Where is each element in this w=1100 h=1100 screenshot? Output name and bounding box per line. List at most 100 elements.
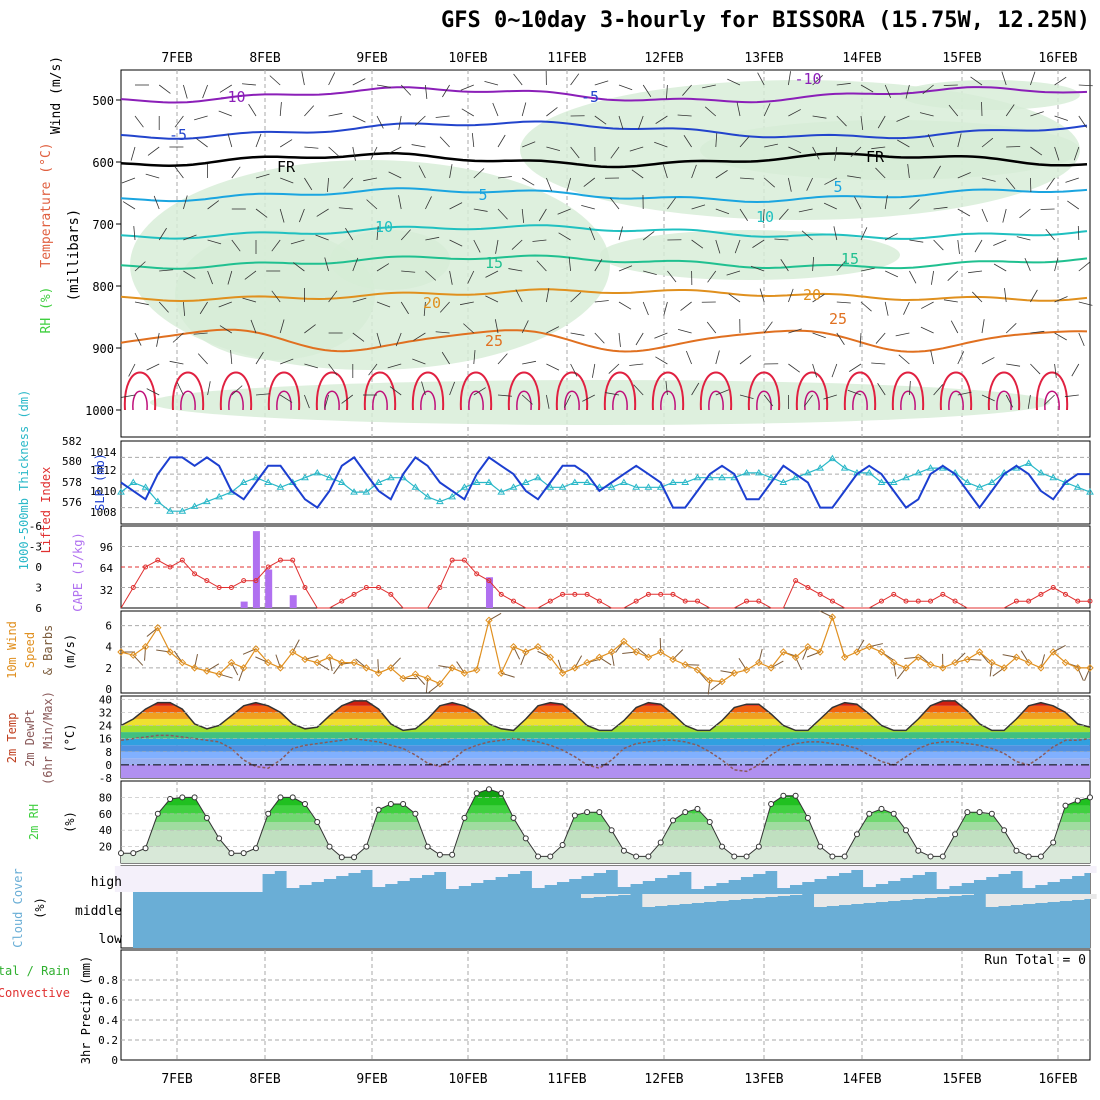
wind-barb xyxy=(788,288,794,303)
thickness-label: 1000-500mb Thickness (dm) xyxy=(17,390,31,571)
li-point xyxy=(805,585,811,590)
thickness-point xyxy=(828,454,837,462)
isotherm-30-loop xyxy=(363,371,397,411)
cape-tick: 96 xyxy=(100,541,113,554)
cloud-gap-high xyxy=(654,866,668,878)
cloud-gap-high xyxy=(114,866,128,892)
wind-barb xyxy=(757,72,765,86)
cloud-gap-middle xyxy=(764,894,778,897)
wind-barb xyxy=(618,332,621,347)
wind-barb xyxy=(854,196,862,210)
li-point xyxy=(449,557,455,563)
thickness-point xyxy=(669,478,677,485)
cloud-gap-middle xyxy=(789,894,803,895)
wind-barb xyxy=(176,382,184,396)
wind-speed-point xyxy=(190,664,199,672)
thickness-point xyxy=(301,473,309,481)
rh-point xyxy=(903,827,910,834)
wind-barb xyxy=(594,80,609,86)
wind-barb xyxy=(1078,332,1085,347)
cloud-gap-middle xyxy=(1071,894,1085,900)
wind-barb xyxy=(847,389,862,396)
thickness-point xyxy=(693,473,702,481)
isotherm-30-loop xyxy=(603,371,637,411)
wind-speed-point xyxy=(890,658,898,667)
run-total: Run Total = 0 xyxy=(984,953,1086,968)
wind-barb xyxy=(662,164,668,179)
wind-barb xyxy=(231,239,241,252)
cloud-gap-middle xyxy=(899,894,913,900)
wind-speed-point xyxy=(558,669,567,677)
wind-barb xyxy=(449,164,453,179)
li-point xyxy=(302,585,308,590)
thickness-point xyxy=(485,478,493,485)
wind-barb xyxy=(183,234,197,241)
wind-speed-point xyxy=(522,648,530,656)
cloud-gap-high xyxy=(127,866,140,892)
wind-barb xyxy=(231,166,241,179)
thickness-point xyxy=(865,468,874,476)
wind-barb xyxy=(425,84,428,99)
wind-barb xyxy=(920,326,934,334)
cloud-gap-middle xyxy=(850,894,864,904)
rh-tick: 80 xyxy=(99,791,112,804)
wind-barb xyxy=(183,84,188,99)
thickness-point xyxy=(239,478,248,485)
wind-barb xyxy=(583,177,596,187)
precip-tick: 0 xyxy=(111,1054,118,1067)
wind-barb xyxy=(570,332,585,336)
wind-speed-point xyxy=(252,645,260,653)
wind-barb xyxy=(449,381,455,396)
rh-point xyxy=(633,853,640,860)
cloud-gap-middle xyxy=(863,894,876,903)
isotherm-30-loop xyxy=(939,371,973,411)
cloud-gap-high xyxy=(728,866,741,880)
thickness-point xyxy=(1073,483,1082,490)
wind-speed-point xyxy=(656,648,665,656)
thickness-point xyxy=(1049,473,1058,481)
wind-speed-point xyxy=(755,658,763,667)
wind-barb xyxy=(441,351,450,365)
wind-barb xyxy=(871,146,886,150)
rh-point xyxy=(927,853,934,860)
wind-barb xyxy=(304,146,319,149)
cloud-gap-high xyxy=(740,866,754,877)
cloud-gap-high xyxy=(409,866,423,878)
wind-speed-point xyxy=(669,655,677,664)
li-point xyxy=(694,598,700,604)
cloud-gap-high xyxy=(482,866,496,880)
cloud-gap-high xyxy=(372,866,386,887)
wind-barb xyxy=(511,239,523,250)
wind-barb xyxy=(315,234,329,241)
wind-barb xyxy=(759,288,765,303)
li-point xyxy=(744,598,750,604)
rh-point xyxy=(780,792,787,799)
wind-barb xyxy=(484,80,499,86)
li-point xyxy=(670,591,676,597)
cloud-gap-high xyxy=(630,866,643,884)
rh-point xyxy=(473,790,480,797)
cloud-gap-middle xyxy=(728,894,741,900)
chart-title: GFS 0~10day 3-hourly for BISSORA (15.75W… xyxy=(440,8,1090,33)
rh-point xyxy=(878,805,885,812)
rh-point xyxy=(375,806,382,813)
rh-point xyxy=(853,831,860,838)
wind-tick: 6 xyxy=(105,620,112,633)
thickness-point xyxy=(804,468,812,476)
wind-speed-point xyxy=(509,643,518,651)
isotherm-30-loop xyxy=(891,371,925,411)
wind-speed-point xyxy=(289,648,297,656)
rh-point xyxy=(154,810,161,817)
wind-barb xyxy=(1071,363,1080,377)
date-label-top: 13FEB xyxy=(744,51,783,66)
rh-point xyxy=(571,812,578,819)
li-point xyxy=(903,598,909,604)
pressure-tick: 600 xyxy=(92,156,114,170)
isotherm-35-loop xyxy=(804,390,820,411)
wind-barb xyxy=(824,177,837,185)
rh-point xyxy=(216,835,223,842)
date-label-bottom: 8FEB xyxy=(249,1072,280,1087)
wind-speed-point xyxy=(693,666,702,674)
wind-barb xyxy=(922,84,934,95)
rh-point xyxy=(817,843,824,850)
